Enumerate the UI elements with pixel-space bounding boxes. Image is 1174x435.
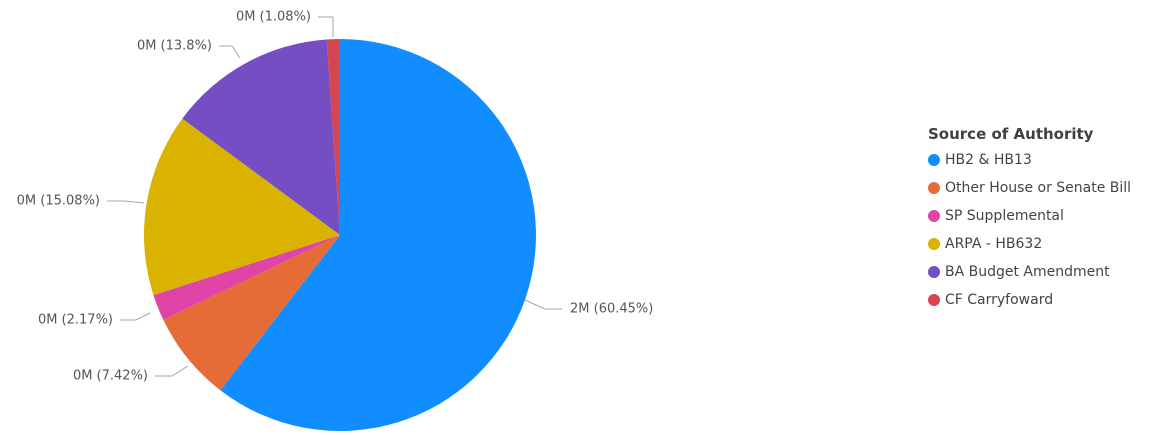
- legend-marker: [928, 238, 940, 250]
- leader-line-5: [219, 45, 241, 59]
- legend-marker: [928, 294, 940, 306]
- legend: Source of Authority HB2 & HB13 Other Hous…: [928, 124, 1131, 314]
- data-labels: 2M (60.45%) 0M (7.42%) 0M (2.17%) 0M (15.08…: [17, 10, 654, 384]
- leader-line-1: [524, 299, 562, 310]
- leader-line-3: [120, 312, 151, 321]
- pie-slice-3[interactable]: [153, 235, 340, 320]
- pie-slice-5[interactable]: [182, 39, 340, 236]
- data-label-2: 0M (7.42%): [73, 369, 148, 384]
- legend-item-4[interactable]: ARPA - HB632: [928, 230, 1131, 258]
- data-label-1: 2M (60.45%): [570, 302, 653, 317]
- legend-marker: [928, 182, 940, 194]
- legend-item-6[interactable]: CF Carryfoward: [928, 286, 1131, 314]
- legend-title: Source of Authority: [928, 125, 1094, 143]
- legend-item-5[interactable]: BA Budget Amendment: [928, 258, 1131, 286]
- legend-label: ARPA - HB632: [945, 236, 1043, 252]
- legend-marker: [928, 210, 940, 222]
- pie-slice-2[interactable]: [163, 235, 340, 391]
- data-label-4: 0M (15.08%): [17, 194, 100, 209]
- pie-slice-4[interactable]: [143, 118, 340, 296]
- legend-item-3[interactable]: SP Supplemental: [928, 202, 1131, 230]
- data-label-6: 0M (1.08%): [236, 10, 311, 25]
- data-label-5: 0M (13.8%): [137, 39, 212, 54]
- legend-item-1[interactable]: HB2 & HB13: [928, 146, 1131, 174]
- leader-line-6: [318, 16, 334, 37]
- legend-items: HB2 & HB13 Other House or Senate Bill SP S…: [928, 146, 1131, 314]
- pie-slice-6[interactable]: [326, 39, 340, 235]
- legend-label: CF Carryfoward: [945, 292, 1054, 308]
- pie-slices: [143, 39, 536, 432]
- leader-lines: [107, 16, 562, 377]
- data-label-3: 0M (2.17%): [38, 313, 113, 328]
- legend-label: HB2 & HB13: [945, 152, 1032, 168]
- legend-marker: [928, 266, 940, 278]
- leader-line-2: [155, 365, 189, 377]
- legend-label: BA Budget Amendment: [945, 264, 1110, 280]
- pie-slice-1[interactable]: [220, 39, 536, 432]
- legend-label: Other House or Senate Bill: [945, 180, 1132, 196]
- legend-item-2[interactable]: Other House or Senate Bill: [928, 174, 1131, 202]
- legend-label: SP Supplemental: [945, 208, 1064, 224]
- leader-line-4: [107, 200, 145, 204]
- legend-marker: [928, 154, 940, 166]
